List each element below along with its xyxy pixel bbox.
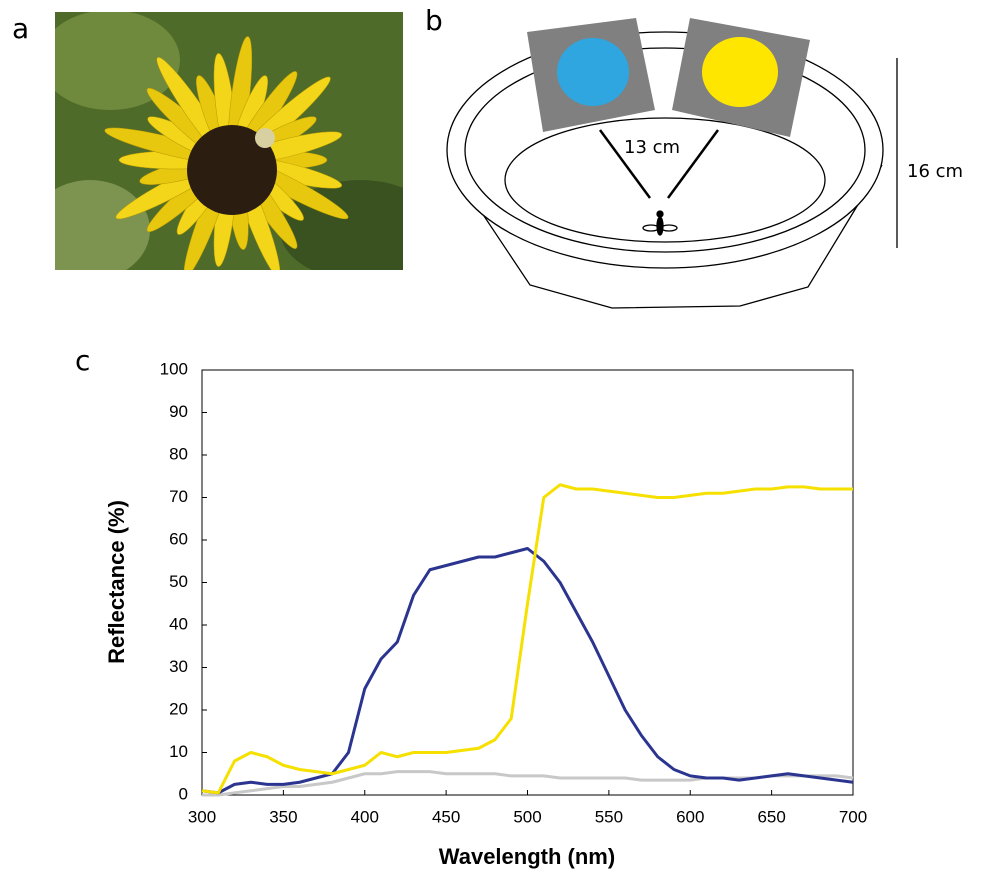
y-tick-label: 50 bbox=[169, 572, 188, 591]
y-axis-label: Reflectance (%) bbox=[104, 500, 129, 664]
y-tick-label: 80 bbox=[169, 444, 188, 463]
x-tick-label: 400 bbox=[351, 807, 379, 826]
bowl-inner-rim bbox=[464, 47, 866, 253]
y-tick-label: 10 bbox=[169, 742, 188, 761]
distance-label: 13 cm bbox=[624, 137, 680, 158]
y-tick-label: 0 bbox=[179, 784, 188, 803]
foliage bbox=[55, 180, 150, 270]
x-tick-label: 550 bbox=[595, 807, 623, 826]
x-tick-label: 700 bbox=[839, 807, 867, 826]
sight-line bbox=[598, 129, 652, 199]
y-tick-label: 100 bbox=[160, 359, 188, 378]
y-tick-label: 30 bbox=[169, 657, 188, 676]
sight-line bbox=[666, 129, 720, 199]
flower-center bbox=[187, 125, 277, 215]
height-label: 16 cm bbox=[907, 161, 963, 182]
blue-disc bbox=[557, 38, 629, 106]
yellow-disc bbox=[702, 37, 778, 107]
x-tick-label: 500 bbox=[513, 807, 541, 826]
y-tick-label: 20 bbox=[169, 699, 188, 718]
panel-label: c bbox=[75, 344, 90, 377]
y-tick-label: 60 bbox=[169, 529, 188, 548]
x-tick-label: 350 bbox=[269, 807, 297, 826]
fly-icon bbox=[642, 210, 678, 236]
bowl-diagram bbox=[446, 18, 898, 309]
x-axis-label: Wavelength (nm) bbox=[439, 844, 615, 869]
y-tick-label: 70 bbox=[169, 487, 188, 506]
x-tick-label: 600 bbox=[676, 807, 704, 826]
panel-label: a bbox=[12, 12, 29, 45]
y-tick-label: 90 bbox=[169, 402, 188, 421]
spectrum-line bbox=[201, 547, 854, 795]
spectrum-line bbox=[201, 483, 853, 795]
flower-photo bbox=[55, 12, 403, 270]
bowl-body bbox=[449, 164, 883, 309]
spider bbox=[255, 128, 275, 148]
y-tick-label: 40 bbox=[169, 614, 188, 633]
x-tick-label: 300 bbox=[188, 807, 216, 826]
foliage bbox=[55, 12, 180, 110]
plot-frame bbox=[201, 369, 854, 796]
bowl-floor bbox=[504, 117, 826, 243]
x-tick-label: 450 bbox=[432, 807, 460, 826]
x-tick-label: 650 bbox=[757, 807, 785, 826]
panel-label: b bbox=[425, 4, 443, 37]
